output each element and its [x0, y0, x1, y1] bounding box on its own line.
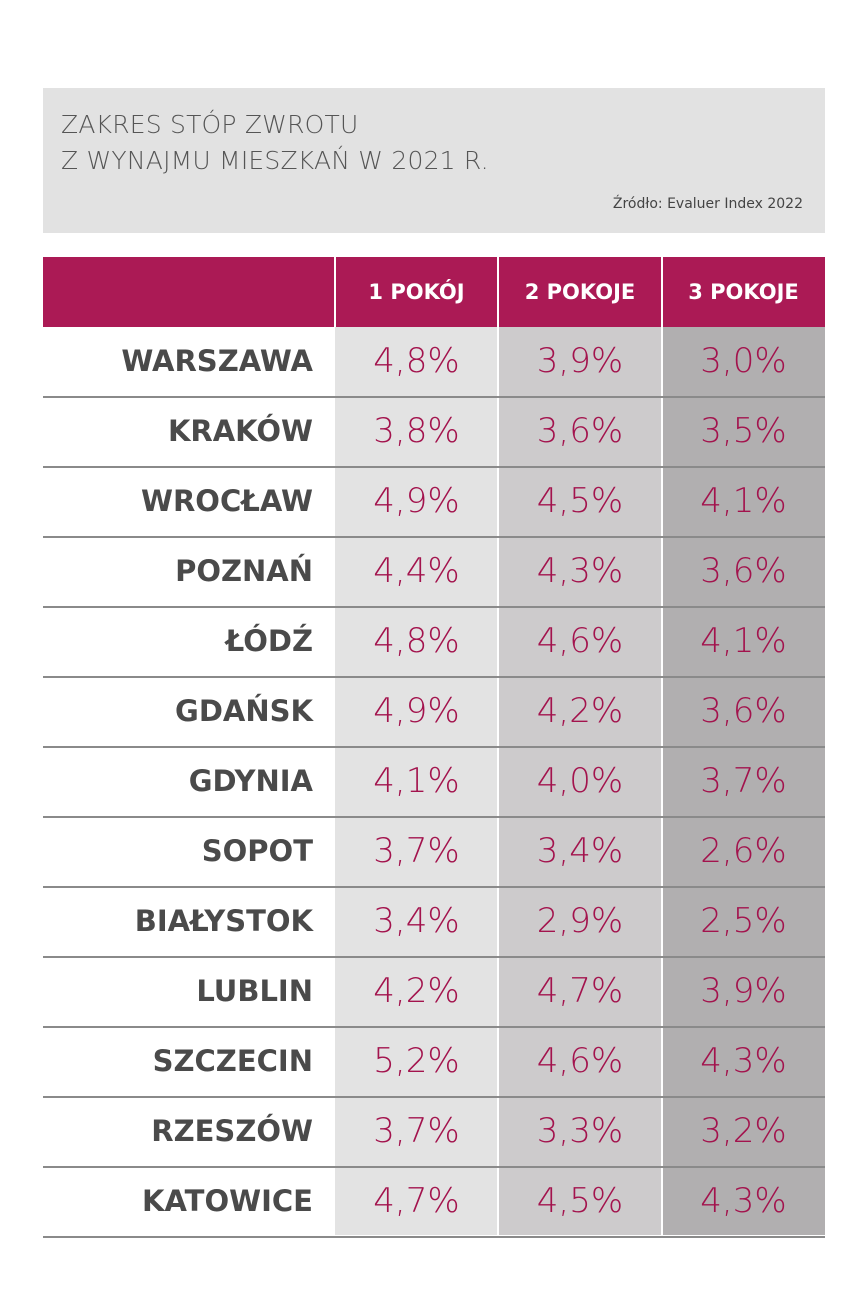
row-divider	[43, 1026, 825, 1028]
column-separator	[661, 327, 663, 1235]
value-cell: 3,0%	[700, 341, 787, 381]
value-cell: 3,6%	[700, 691, 787, 731]
value-cell: 4,3%	[536, 551, 624, 591]
source-note: Źródło: Evaluer Index 2022	[612, 196, 803, 212]
column-header-1-room: 1 POKÓJ	[368, 280, 465, 304]
row-divider	[43, 466, 825, 468]
value-cell: 3,8%	[373, 411, 460, 451]
value-cell: 3,4%	[536, 831, 624, 871]
title-box: ZAKRES STÓP ZWROTU Z WYNAJMU MIESZKAŃ W …	[43, 88, 825, 233]
value-cell: 4,9%	[373, 691, 460, 731]
row-divider	[43, 1236, 825, 1238]
value-cell: 4,3%	[700, 1041, 787, 1081]
value-cell: 2,6%	[700, 831, 787, 871]
value-cell: 2,9%	[536, 901, 624, 941]
row-divider	[43, 956, 825, 958]
value-cell: 3,6%	[700, 551, 787, 591]
value-cell: 4,8%	[373, 621, 460, 661]
value-cell: 3,3%	[536, 1111, 624, 1151]
value-cell: 4,1%	[373, 761, 460, 801]
city-label: SOPOT	[201, 834, 313, 868]
row-divider	[43, 396, 825, 398]
row-divider	[43, 606, 825, 608]
city-label: WARSZAWA	[121, 344, 313, 378]
value-cell: 3,9%	[536, 341, 624, 381]
column-header-2-rooms: 2 POKOJE	[524, 280, 636, 304]
value-cell: 3,2%	[700, 1111, 787, 1151]
city-label: BIAŁYSTOK	[134, 904, 313, 938]
column-header-3-rooms: 3 POKOJE	[688, 280, 799, 304]
value-cell: 4,7%	[373, 1181, 460, 1221]
city-label: KRAKÓW	[167, 414, 313, 448]
value-cell: 5,2%	[373, 1041, 460, 1081]
title-line-2: Z WYNAJMU MIESZKAŃ W 2021 R.	[61, 146, 489, 175]
table-header: 1 POKÓJ 2 POKOJE 3 POKOJE	[43, 257, 825, 327]
column-background-1	[335, 327, 498, 1235]
row-divider	[43, 1096, 825, 1098]
value-cell: 4,6%	[536, 1041, 624, 1081]
row-divider	[43, 886, 825, 888]
value-cell: 4,5%	[536, 1181, 624, 1221]
header-separator	[497, 257, 499, 327]
value-cell: 3,6%	[536, 411, 624, 451]
value-cell: 3,7%	[700, 761, 787, 801]
value-cell: 4,2%	[536, 691, 624, 731]
column-background-2	[498, 327, 662, 1235]
column-background-3	[662, 327, 825, 1235]
city-label: RZESZÓW	[151, 1114, 313, 1148]
city-label: KATOWICE	[142, 1184, 313, 1218]
value-cell: 4,1%	[700, 621, 787, 661]
header-separator	[334, 257, 336, 327]
row-divider	[43, 746, 825, 748]
title-line-1: ZAKRES STÓP ZWROTU	[61, 110, 359, 139]
value-cell: 3,7%	[373, 831, 460, 871]
value-cell: 4,2%	[373, 971, 460, 1011]
row-divider	[43, 536, 825, 538]
value-cell: 4,5%	[536, 481, 624, 521]
value-cell: 4,6%	[536, 621, 624, 661]
value-cell: 4,8%	[373, 341, 460, 381]
value-cell: 4,0%	[536, 761, 624, 801]
row-divider	[43, 816, 825, 818]
value-cell: 4,7%	[536, 971, 624, 1011]
city-label: LUBLIN	[196, 974, 313, 1008]
city-label: GDYNIA	[188, 764, 313, 798]
city-label: ŁÓDŹ	[225, 624, 313, 658]
value-cell: 4,4%	[373, 551, 460, 591]
row-divider	[43, 676, 825, 678]
column-separator	[497, 327, 499, 1235]
city-label: POZNAŃ	[175, 554, 313, 588]
header-separator	[661, 257, 663, 327]
value-cell: 3,4%	[373, 901, 460, 941]
value-cell: 3,5%	[700, 411, 787, 451]
value-cell: 4,1%	[700, 481, 787, 521]
value-cell: 3,9%	[700, 971, 787, 1011]
value-cell: 4,3%	[700, 1181, 787, 1221]
city-label: WROCŁAW	[140, 484, 313, 518]
city-label: SZCZECIN	[152, 1044, 313, 1078]
value-cell: 2,5%	[700, 901, 787, 941]
row-divider	[43, 1166, 825, 1168]
value-cell: 4,9%	[373, 481, 460, 521]
city-label: GDAŃSK	[175, 694, 313, 728]
value-cell: 3,7%	[373, 1111, 460, 1151]
